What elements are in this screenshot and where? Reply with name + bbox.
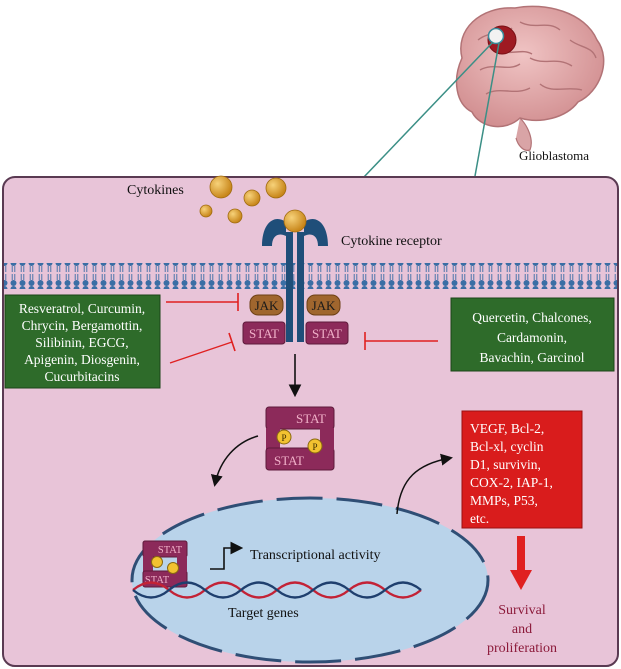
cytokine-ligands <box>199 175 287 224</box>
outcome-line: proliferation <box>487 641 557 656</box>
jak-right-label: JAK <box>312 298 336 313</box>
stat-left <box>242 321 286 345</box>
nucleus <box>130 496 490 664</box>
inhibitors-right-line: Cardamonin, <box>497 330 567 345</box>
target-genes-line: MMPs, P53, <box>470 493 538 508</box>
inhibition-line-jak <box>166 293 239 311</box>
phospho-group <box>167 562 179 574</box>
nucleus-dimer-top-label: STAT <box>158 545 183 556</box>
dimer-top-label: STAT <box>296 411 326 426</box>
stat-right-label: STAT <box>312 326 342 341</box>
inhibitors-left-box <box>4 294 161 389</box>
inhibitors-left-line: Cucurbitacins <box>45 369 120 384</box>
cell-membrane <box>4 263 617 289</box>
outcome-line: and <box>512 622 532 637</box>
target-genes-label: Target genes <box>228 606 299 621</box>
stat-dimer: STAT STAT P P <box>265 406 335 471</box>
dimer-bottom-label: STAT <box>274 453 304 468</box>
phospho-group <box>307 438 323 454</box>
target-genes-line: D1, survivin, <box>470 457 541 472</box>
transcription-start-arrow <box>210 541 244 570</box>
phospho-label: P <box>281 433 286 443</box>
phospho-group <box>276 429 292 445</box>
jak-left <box>249 294 284 316</box>
jak-left-label: JAK <box>255 298 279 313</box>
zoom-line-right <box>474 42 500 177</box>
inhibition-line-stat-right <box>364 332 438 350</box>
phospho-label: P <box>312 442 317 452</box>
inhibitors-right-box <box>450 297 615 372</box>
phospho-group <box>151 556 163 568</box>
jak-right <box>306 294 341 316</box>
inhibitors-left-line: Resveratrol, Curcumin, <box>19 301 145 316</box>
cytokine-receptor <box>262 209 328 342</box>
outcome-arrow <box>510 536 532 590</box>
translocation-arrow <box>210 435 259 487</box>
stat-left-label: STAT <box>249 326 279 341</box>
inhibitors-left-line: Apigenin, Diosgenin, <box>24 352 140 367</box>
glioblastoma-label: Glioblastoma <box>519 148 589 163</box>
brain-illustration <box>455 5 605 151</box>
inhibitors-left-line: Chrycin, Bergamottin, <box>22 318 143 333</box>
target-genes-line: Bcl-xl, cyclin <box>470 439 544 454</box>
nucleus-stat-dimer: STAT STAT <box>142 540 188 588</box>
gene-expression-arrow <box>396 453 453 515</box>
cytokine-receptor-label: Cytokine receptor <box>341 234 442 249</box>
cytokines-label: Cytokines <box>127 183 184 198</box>
target-genes-line: VEGF, Bcl-2, <box>470 421 544 436</box>
nucleus-dimer-bottom-label: STAT <box>145 575 170 586</box>
dna-helix <box>132 581 422 599</box>
target-genes-line: COX-2, IAP-1, <box>470 475 553 490</box>
outcome-line: Survival <box>498 603 546 618</box>
inhibition-line-stat-left <box>169 332 236 364</box>
inhibitors-right-line: Bavachin, Garcinol <box>480 350 585 365</box>
inhibitors-left-line: Silibinin, EGCG, <box>35 335 128 350</box>
bound-cytokine <box>283 209 307 233</box>
target-genes-line: etc. <box>470 511 489 526</box>
zoom-line-left <box>362 41 494 179</box>
transcriptional-activity-label: Transcriptional activity <box>250 548 381 563</box>
stat-right <box>305 321 349 345</box>
target-genes-box <box>461 410 583 529</box>
inhibitors-right-line: Quercetin, Chalcones, <box>472 310 592 325</box>
